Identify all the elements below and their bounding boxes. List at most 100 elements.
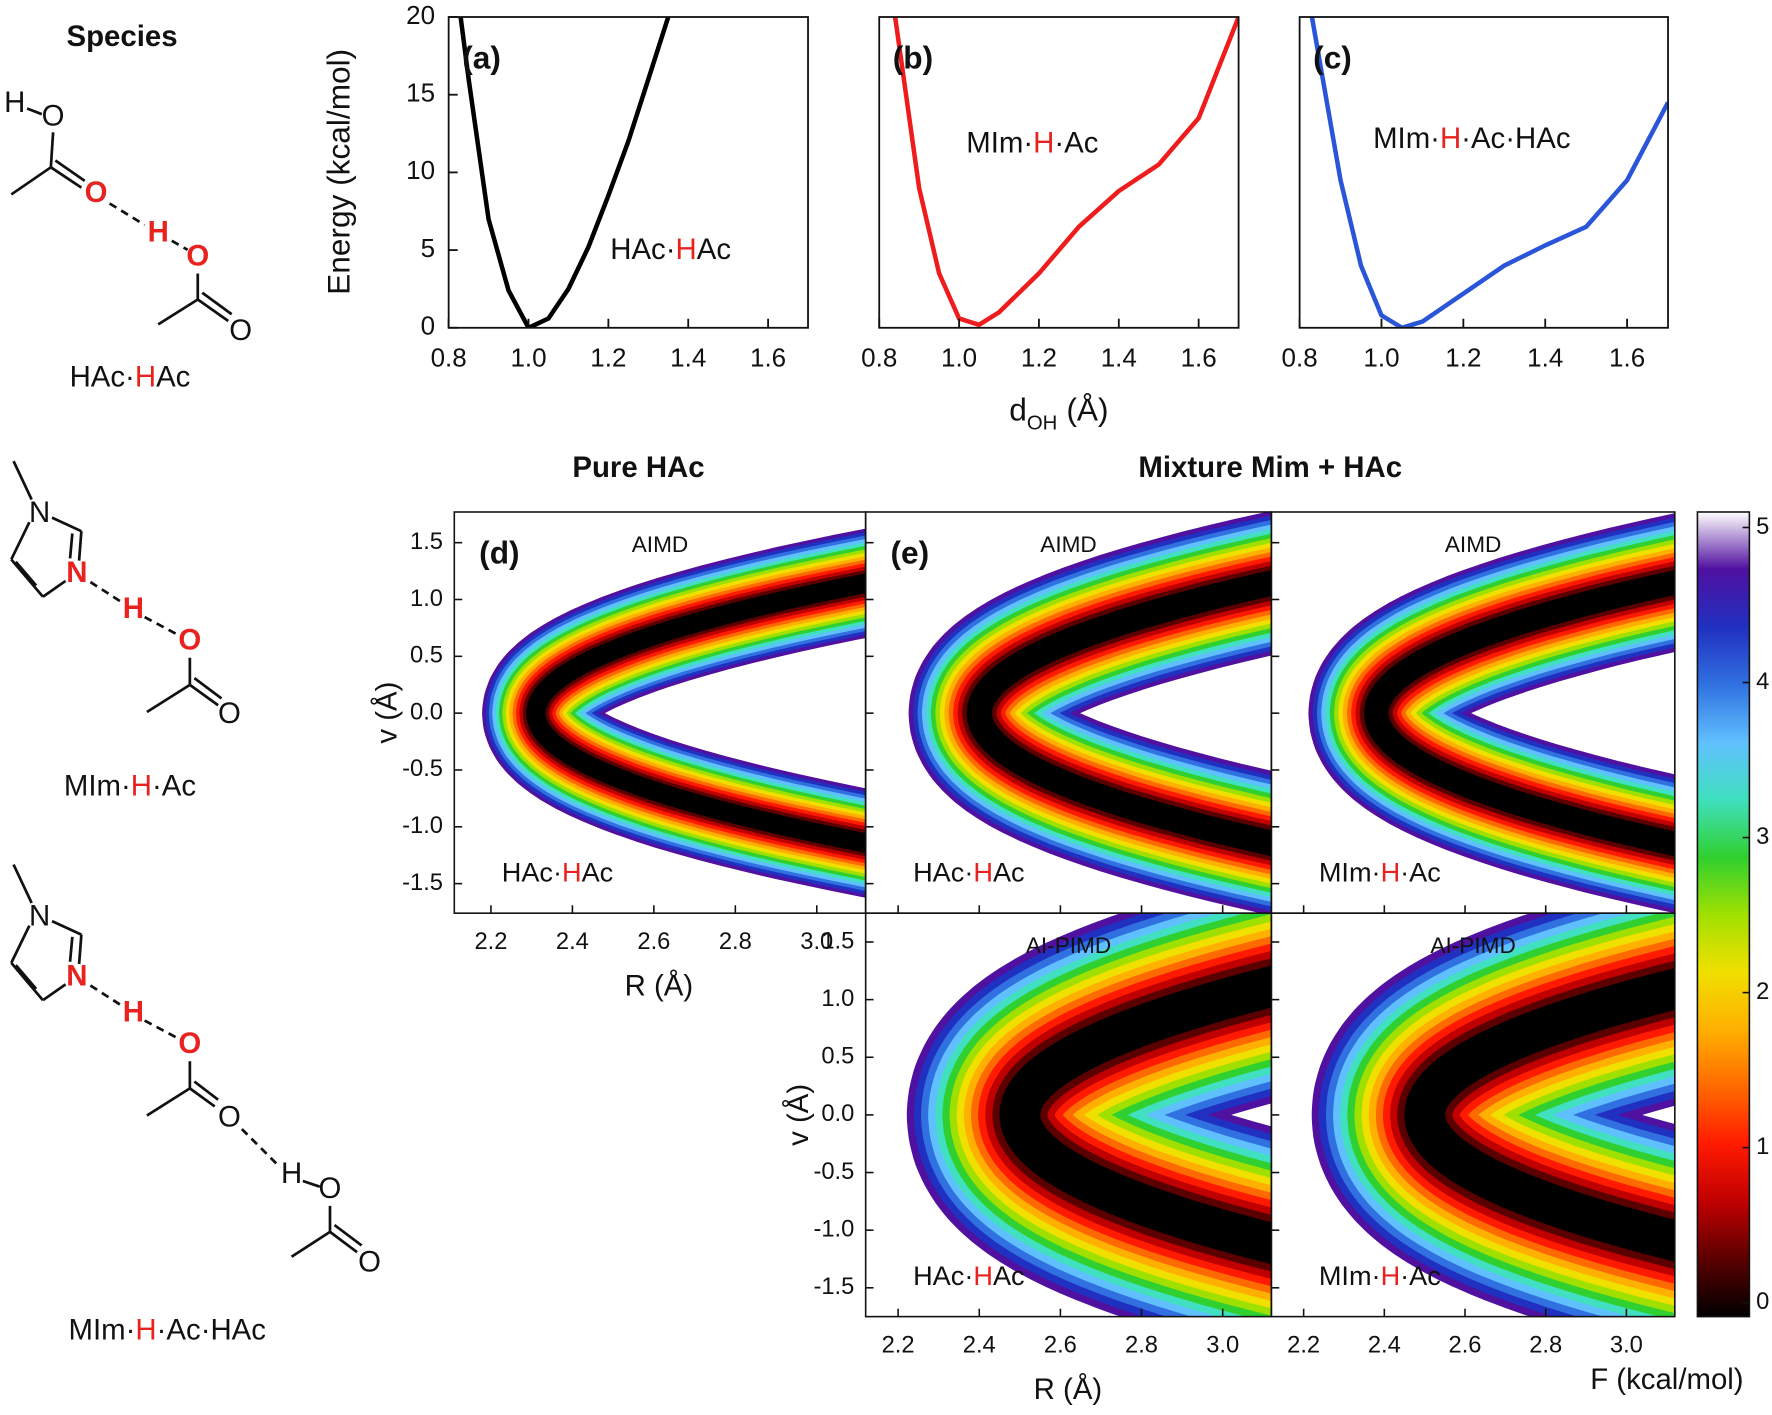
x-tick-label: 1.6 xyxy=(1609,342,1645,372)
atom: N xyxy=(29,899,50,932)
text-part: HAc· xyxy=(913,857,973,888)
structure: N N H O O xyxy=(10,460,241,730)
atom: H xyxy=(123,592,144,625)
y-tick-label: 1.5 xyxy=(821,928,854,954)
species-name: HAc·HAc xyxy=(70,360,191,393)
annotation: MIm·H·Ac xyxy=(1319,1260,1441,1291)
plot-frame xyxy=(447,16,809,329)
panel-label: (b) xyxy=(893,39,933,75)
text-part: H xyxy=(973,857,993,888)
plot-frame xyxy=(1298,16,1669,329)
x-tick-label: 1.2 xyxy=(590,342,626,372)
colorbar-label: F (kcal/mol) xyxy=(1590,1363,1743,1396)
contour-band xyxy=(526,573,866,853)
y-axis-label: v (Å) xyxy=(782,1084,815,1146)
colorbar xyxy=(1696,511,1751,1318)
method-label: AIMD xyxy=(632,532,688,557)
text-part: HAc· xyxy=(610,233,675,266)
plot-frame xyxy=(878,16,1240,329)
line xyxy=(458,17,671,328)
y-tick-label: 0.0 xyxy=(821,1101,854,1127)
atom: O xyxy=(319,1172,342,1205)
y-tick-label: 0.5 xyxy=(410,643,443,669)
atom: N xyxy=(66,959,87,992)
annotation: MIm·H·Ac xyxy=(1319,857,1441,888)
x-tick-label: 2.8 xyxy=(719,929,752,955)
y-axis-label: Energy (kcal/mol) xyxy=(321,49,357,295)
text-part: H xyxy=(1381,1260,1401,1291)
free-energy-surface xyxy=(482,528,866,898)
x-tick-label: 2.6 xyxy=(637,929,670,955)
y-tick-label: -1.0 xyxy=(402,813,443,839)
x-axis-label: R (Å) xyxy=(625,970,694,1003)
structure: H O O H O O xyxy=(4,86,252,347)
y-tick-label: 0.0 xyxy=(410,699,443,725)
x-tick-label: 2.2 xyxy=(474,929,507,955)
x-tick-label: 1.0 xyxy=(1363,342,1399,372)
atom: O xyxy=(178,1027,201,1060)
text-part: H xyxy=(1033,126,1054,159)
y-tick-label: -0.5 xyxy=(813,1159,854,1185)
text-part: MIm· xyxy=(1373,122,1440,155)
panel-label: (c) xyxy=(1313,39,1352,75)
method-label: AI-PIMD xyxy=(1026,933,1111,958)
text-part: MIm· xyxy=(69,1313,136,1346)
annotation: MIm·H·Ac xyxy=(966,126,1098,159)
line xyxy=(892,17,1239,328)
text-part: HAc· xyxy=(502,857,562,888)
panel-label: (d) xyxy=(479,534,519,570)
y-tick-label: 1.0 xyxy=(821,986,854,1012)
x-axis-label-text: d xyxy=(1009,391,1027,427)
text-part: ·Ac xyxy=(1054,126,1098,159)
x-axis-label: R (Å) xyxy=(1034,1373,1103,1406)
x-tick-label: 2.8 xyxy=(1125,1332,1158,1358)
text-part: MIm· xyxy=(1319,1260,1381,1291)
atom: H xyxy=(281,1157,302,1190)
text-part: Ac xyxy=(993,1260,1025,1291)
atom: N xyxy=(66,556,87,589)
colorbar-tick-label: 4 xyxy=(1756,669,1769,695)
text-part: MIm· xyxy=(64,770,131,803)
panel-title: Pure HAc xyxy=(572,451,704,484)
text-part: Ac xyxy=(156,360,190,393)
x-tick-label: 1.2 xyxy=(1021,342,1057,372)
y-tick-label: -0.5 xyxy=(402,756,443,782)
x-tick-label: 1.0 xyxy=(510,342,546,372)
text-part: H xyxy=(131,770,152,803)
method-label: AIMD xyxy=(1445,532,1501,557)
y-tick-label: 1.0 xyxy=(410,586,443,612)
atom: H xyxy=(123,996,144,1029)
text-part: Ac xyxy=(993,857,1025,888)
y-axis-label: v (Å) xyxy=(371,682,404,744)
y-tick-label: 10 xyxy=(406,155,435,185)
x-tick-label: 3.0 xyxy=(800,929,833,955)
annotation: HAc·HAc xyxy=(913,1260,1024,1291)
x-tick-label: 2.2 xyxy=(1287,1332,1320,1358)
colorbar-tick-label: 1 xyxy=(1756,1134,1769,1160)
colorbar-tick-label: 2 xyxy=(1756,979,1769,1005)
method-label: AI-PIMD xyxy=(1430,933,1515,958)
text-part: HAc· xyxy=(70,360,135,393)
annotation: MIm·H·Ac·HAc xyxy=(1373,122,1570,155)
y-tick-label: 20 xyxy=(406,0,435,30)
atom: O xyxy=(186,239,209,272)
atom: H xyxy=(148,216,169,249)
text-part: ·Ac xyxy=(1400,857,1441,888)
text-part: MIm· xyxy=(966,126,1033,159)
x-tick-label: 2.8 xyxy=(1529,1332,1562,1358)
y-tick-label: 1.5 xyxy=(410,529,443,555)
x-tick-label: 1.2 xyxy=(1445,342,1481,372)
x-tick-label: 1.6 xyxy=(1181,342,1217,372)
x-tick-label: 1.0 xyxy=(941,342,977,372)
free-energy-surface xyxy=(908,511,1272,914)
atom: N xyxy=(29,496,50,529)
x-tick-label: 2.4 xyxy=(556,929,589,955)
text-part: ·Ac·HAc xyxy=(1461,122,1570,155)
species-panel: Species H O O H O O xyxy=(4,20,381,1278)
text-part: H xyxy=(562,857,582,888)
text-part: ·Ac xyxy=(152,770,196,803)
y-tick-label: 5 xyxy=(421,233,435,263)
y-tick-label: -1.5 xyxy=(402,870,443,896)
x-tick-label: 2.4 xyxy=(963,1332,996,1358)
